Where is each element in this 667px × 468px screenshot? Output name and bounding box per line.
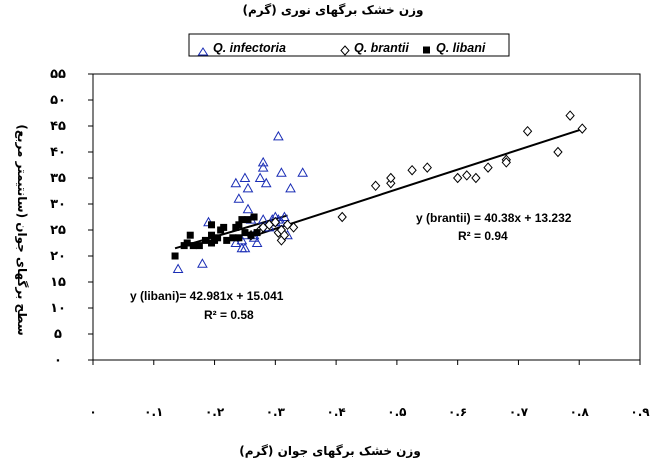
point-q-libani (208, 221, 216, 229)
point-q-infectoria (251, 237, 263, 247)
point-q-libani (253, 229, 261, 237)
point-q-brantii (462, 170, 472, 181)
point-q-libani (223, 236, 231, 244)
y-tick-label: ۳۵ (50, 171, 66, 186)
point-q-brantii (471, 172, 481, 184)
trendline-q-brantii (256, 127, 586, 236)
point-q-libani (201, 236, 209, 244)
brantii-r2: R² = 0.94 (458, 229, 508, 243)
point-q-infectoria (260, 177, 272, 188)
point-q-libani (244, 216, 252, 224)
point-q-brantii (337, 211, 347, 223)
x-tick-label: ۰.۱ (144, 405, 163, 419)
point-q-brantii (279, 229, 290, 241)
y-tick-label: ۳۰ (50, 197, 66, 212)
data-points (171, 110, 587, 273)
point-q-infectoria (242, 203, 254, 214)
point-q-libani (220, 223, 228, 231)
point-q-brantii (522, 125, 533, 137)
point-q-libani (238, 216, 246, 224)
point-q-infectoria (285, 182, 296, 193)
legend-infectoria-marker (197, 47, 209, 56)
x-tick-label: ۰.۳ (266, 405, 286, 419)
point-q-brantii (370, 180, 381, 192)
point-q-libani (229, 234, 237, 242)
y-tick-label: ۵۵ (50, 67, 66, 82)
point-q-infectoria (297, 167, 309, 177)
point-q-libani (247, 231, 255, 239)
y-tick-label: ۱۵ (50, 275, 66, 290)
point-q-brantii (407, 164, 417, 176)
point-q-infectoria (273, 130, 284, 141)
legend: Q. infectoria Q. brantii Q. libani (188, 33, 510, 57)
y-axis-ticks: ۰ ۵ ۱۰ ۱۵ ۲۰ ۲۵ ۳۰ ۳۵ ۴۰ ۴۵ ۵۰ ۵۵ (50, 67, 93, 368)
y-tick-label: ۵۰ (50, 93, 66, 108)
point-q-infectoria (242, 182, 254, 193)
point-q-infectoria (279, 211, 290, 221)
point-q-libani (195, 242, 203, 250)
plot-area (92, 73, 641, 361)
point-q-libani (235, 234, 243, 242)
chart-title: وزن خشک برگهای نوری (گرم) (243, 3, 424, 18)
point-q-brantii (565, 110, 575, 121)
point-q-libani (183, 239, 191, 247)
x-axis-label: وزن خشک برگهای جوان (گرم) (239, 444, 421, 459)
point-q-infectoria (254, 172, 266, 182)
legend-infectoria-label: Q. infectoria (213, 41, 286, 55)
y-tick-label: ۲۵ (50, 223, 66, 238)
x-tick-label: ۰.۷ (509, 405, 529, 419)
point-q-libani (214, 234, 222, 242)
x-tick-label: ۰.۸ (570, 405, 590, 419)
point-q-libani (171, 252, 179, 260)
libani-r2: R² = 0.58 (204, 308, 254, 322)
x-tick-label: ۰.۴ (327, 405, 346, 419)
y-tick-label: ۴۰ (50, 145, 66, 160)
point-q-libani (186, 231, 194, 239)
x-tick-label: ۰.۹ (630, 405, 650, 419)
legend-libani-label: Q. libani (436, 41, 486, 55)
y-axis-label: سطح برگهای جوان (سانتیمتر مربع) (14, 124, 29, 335)
y-tick-label: ۵ (54, 327, 62, 342)
point-q-brantii (386, 172, 396, 184)
point-q-libani (208, 231, 216, 239)
point-q-brantii (452, 172, 463, 184)
brantii-equation: y (brantii) = 40.38x + 13.232 (416, 211, 572, 225)
point-q-infectoria (239, 172, 251, 182)
y-tick-label: ۰ (54, 353, 62, 368)
point-q-libani (235, 221, 243, 229)
point-q-brantii (422, 162, 432, 173)
point-q-infectoria (197, 258, 208, 268)
point-q-infectoria (233, 193, 245, 203)
legend-brantii-label: Q. brantii (354, 41, 409, 55)
point-q-libani (250, 213, 258, 221)
point-q-brantii (553, 146, 563, 158)
point-q-infectoria (257, 156, 269, 167)
y-tick-label: ۴۵ (50, 119, 66, 134)
x-tick-label: ۰.۲ (205, 405, 225, 419)
point-q-infectoria (230, 177, 242, 188)
legend-brantii-marker (340, 45, 350, 56)
point-q-brantii (288, 222, 299, 233)
x-tick-label: ۰.۶ (448, 405, 467, 419)
point-q-infectoria (172, 263, 184, 273)
point-q-infectoria (239, 242, 251, 253)
point-q-brantii (501, 157, 511, 168)
point-q-infectoria (276, 167, 287, 177)
point-q-brantii (270, 216, 281, 228)
libani-equation: y (libani)= 42.981x + 15.041 (130, 289, 284, 303)
point-q-libani (189, 242, 197, 250)
annotations: y (brantii) = 40.38x + 13.232 R² = 0.94 … (130, 211, 572, 322)
point-q-infectoria (257, 162, 269, 172)
legend-libani-marker (423, 46, 430, 54)
y-tick-label: ۱۰ (50, 301, 66, 316)
x-axis-ticks: ۰ ۰.۱ ۰.۲ ۰.۳ ۰.۴ ۰.۵ ۰.۶ ۰.۷ ۰.۸ ۰.۹ (89, 360, 650, 419)
point-q-libani (241, 229, 249, 237)
point-q-brantii (483, 162, 493, 173)
y-tick-label: ۲۰ (50, 249, 66, 264)
x-tick-label: ۰.۵ (387, 405, 406, 419)
x-tick-label: ۰ (89, 405, 96, 419)
point-q-brantii (577, 123, 587, 134)
